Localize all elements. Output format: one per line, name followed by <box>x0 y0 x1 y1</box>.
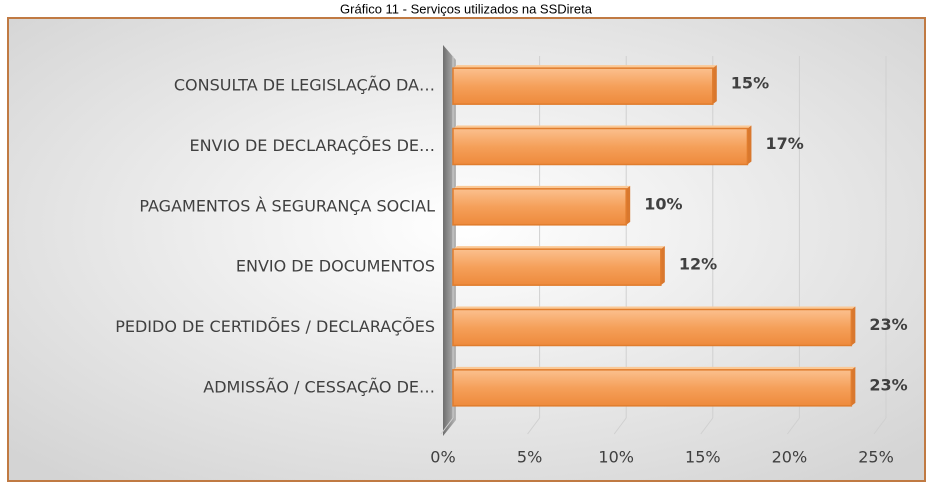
chart-title: Gráfico 11 - Serviços utilizados na SSDi… <box>340 1 593 16</box>
x-tick-label: 5% <box>517 448 542 467</box>
bar-side <box>851 306 856 346</box>
grid-floor <box>613 417 627 435</box>
bar <box>452 127 749 166</box>
y-tick-label: PEDIDO DE CERTIDÕES / DECLARAÇÕES <box>115 317 435 336</box>
x-tick-label: 25% <box>858 448 894 467</box>
x-tick-label: 15% <box>685 448 721 467</box>
y-tick-label: ENVIO DE DECLARAÇÕES DE… <box>190 136 435 155</box>
bar-side <box>660 246 665 286</box>
bar <box>452 308 853 347</box>
value-label: 10% <box>644 194 682 213</box>
value-label: 23% <box>869 315 907 334</box>
value-label: 12% <box>679 255 717 274</box>
bar-side <box>712 65 717 105</box>
bar <box>452 369 853 407</box>
grid-floor <box>873 417 887 435</box>
y-tick-label: ADMISSÃO / CESSAÇÃO DE… <box>203 377 435 396</box>
bar-side <box>747 125 752 165</box>
bar-side <box>851 366 856 406</box>
bar-side <box>626 185 631 225</box>
y-tick-label: ENVIO DE DOCUMENTOS <box>236 257 435 276</box>
grid-floor <box>527 417 540 435</box>
grid-floor <box>700 417 714 435</box>
x-tick-label: 20% <box>772 448 808 467</box>
value-label: 23% <box>869 375 907 394</box>
bar <box>452 67 714 105</box>
grid-floor <box>440 417 454 435</box>
x-tick-label: 0% <box>430 448 455 467</box>
x-tick-label: 10% <box>598 448 634 467</box>
bar <box>452 248 662 286</box>
y-tick-label: PAGAMENTOS À SEGURANÇA SOCIAL <box>139 196 435 215</box>
value-label: 17% <box>765 134 803 153</box>
bar <box>452 188 627 226</box>
bar-top <box>453 246 665 250</box>
value-label: 15% <box>731 74 769 93</box>
grid-floor <box>787 417 800 435</box>
y-tick-label: CONSULTA DE LEGISLAÇÃO DA… <box>174 76 435 95</box>
